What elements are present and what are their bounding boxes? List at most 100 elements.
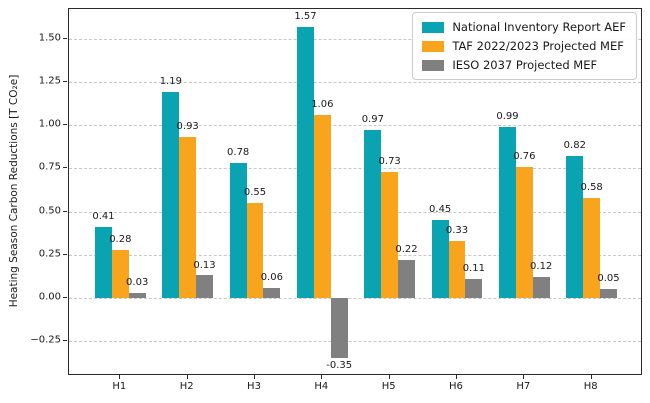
bar-value-label: 1.06 — [311, 98, 334, 110]
bar-H4-series-1 — [313, 114, 331, 298]
y-tick-mark — [63, 340, 67, 342]
x-tick-label-H6: H6 — [449, 381, 463, 392]
y-tick-label: 0.00 — [38, 291, 61, 303]
y-tick-label: −0.25 — [30, 334, 61, 346]
bar-value-label: 0.05 — [597, 273, 620, 285]
bar-value-label: 0.97 — [361, 114, 384, 126]
gridline-y-0.00 — [69, 297, 641, 299]
bar-H1-series-0 — [95, 227, 112, 298]
legend-swatch-icon — [422, 59, 445, 71]
bar-value-label: 0.11 — [462, 262, 485, 274]
gridline-y-0.25 — [69, 254, 641, 256]
bar-H7-series-2 — [532, 277, 550, 298]
y-tick-mark — [63, 296, 67, 298]
bar-H6-series-0 — [431, 220, 449, 298]
bar-value-label: 0.12 — [530, 261, 553, 273]
bar-H8-series-0 — [566, 156, 584, 298]
bar-H8-series-2 — [600, 289, 617, 298]
bar-value-label: 0.45 — [429, 204, 452, 216]
x-tick-mark — [523, 375, 525, 379]
x-tick-label-H3: H3 — [247, 381, 261, 392]
bar-value-label: 0.93 — [176, 121, 199, 133]
y-tick-mark — [63, 124, 67, 126]
legend-label: IESO 2037 Projected MEF — [452, 58, 598, 72]
bar-H5-series-0 — [364, 130, 382, 298]
x-tick-mark — [119, 375, 121, 379]
x-tick-mark — [186, 375, 188, 379]
bar-value-label: 0.73 — [378, 155, 401, 167]
y-tick-label: 1.25 — [38, 75, 61, 87]
legend-swatch-icon — [422, 40, 445, 52]
bar-value-label: 0.41 — [92, 211, 115, 223]
bar-H2-series-0 — [162, 92, 180, 298]
y-tick-mark — [63, 81, 67, 83]
x-tick-label-H8: H8 — [583, 381, 598, 392]
bar-H5-series-2 — [398, 259, 415, 298]
bar-value-label: 0.78 — [227, 147, 250, 159]
bar-value-label: 0.99 — [496, 110, 519, 122]
bar-H2-series-1 — [179, 137, 197, 298]
y-tick-mark — [63, 210, 67, 212]
bar-value-label: 0.06 — [260, 271, 283, 283]
legend-item-2: IESO 2037 Projected MEF — [422, 58, 626, 72]
y-tick-label: 1.00 — [38, 118, 61, 130]
y-tick-mark — [63, 37, 67, 39]
bar-value-label: 0.82 — [563, 140, 586, 152]
bar-H3-series-2 — [263, 287, 281, 298]
bar-H1-series-1 — [111, 249, 129, 298]
bar-value-label: 0.33 — [445, 224, 469, 236]
bar-H6-series-2 — [465, 278, 483, 298]
y-tick-label: 0.75 — [38, 161, 61, 173]
legend-item-1: TAF 2022/2023 Projected MEF — [422, 39, 626, 53]
gridline-y-−0.25 — [69, 341, 641, 343]
legend-label: National Inventory Report AEF — [452, 20, 626, 34]
x-tick-mark — [455, 375, 457, 379]
gridline-y-1.50 — [69, 38, 641, 40]
bar-H7-series-0 — [499, 126, 516, 298]
x-tick-label-H1: H1 — [112, 381, 127, 392]
bar-value-label: 0.76 — [513, 150, 536, 162]
legend-swatch-icon — [422, 21, 445, 33]
gridline-y-0.75 — [69, 168, 641, 170]
x-tick-label-H2: H2 — [179, 381, 194, 392]
x-tick-label-H5: H5 — [381, 381, 396, 392]
bar-value-label: -0.35 — [326, 360, 353, 372]
gridline-y-1.00 — [69, 125, 641, 127]
x-tick-mark — [321, 375, 323, 379]
bar-H3-series-1 — [246, 202, 264, 298]
bar-H4-series-2 — [330, 297, 348, 359]
y-tick-mark — [63, 253, 67, 255]
y-tick-label: 0.25 — [38, 248, 61, 260]
y-axis-label: Heating Season Carbon Reductions [T CO₂e… — [8, 74, 20, 308]
bar-H8-series-1 — [583, 197, 601, 298]
bar-value-label: 0.28 — [109, 233, 132, 245]
x-tick-mark — [388, 375, 390, 379]
bar-H4-series-0 — [297, 26, 314, 298]
y-tick-label: 0.50 — [38, 205, 61, 217]
legend-label: TAF 2022/2023 Projected MEF — [452, 39, 624, 53]
x-tick-mark — [254, 375, 255, 379]
bar-value-label: 0.13 — [193, 259, 216, 271]
bar-value-label: 0.03 — [126, 276, 149, 288]
bar-H7-series-1 — [515, 166, 533, 298]
bar-H2-series-2 — [196, 275, 213, 298]
y-tick-mark — [63, 167, 67, 169]
gridline-y-1.25 — [69, 82, 641, 84]
legend: National Inventory Report AEF TAF 2022/20… — [412, 12, 637, 80]
bar-value-label: 1.19 — [159, 76, 182, 88]
bar-H6-series-1 — [448, 240, 466, 298]
x-tick-label-H7: H7 — [516, 381, 531, 392]
gridline-y-0.50 — [69, 211, 641, 213]
bar-value-label: 0.55 — [243, 186, 267, 198]
x-tick-mark — [590, 375, 592, 379]
legend-item-0: National Inventory Report AEF — [422, 20, 626, 34]
x-tick-label-H4: H4 — [314, 381, 329, 392]
bar-value-label: 1.57 — [294, 10, 317, 22]
y-tick-label: 1.50 — [38, 32, 61, 44]
bar-H1-series-2 — [128, 292, 146, 298]
bar-H5-series-1 — [381, 171, 399, 298]
bar-H3-series-0 — [229, 163, 247, 298]
bar-value-label: 0.22 — [395, 243, 418, 255]
bar-value-label: 0.58 — [580, 181, 603, 193]
